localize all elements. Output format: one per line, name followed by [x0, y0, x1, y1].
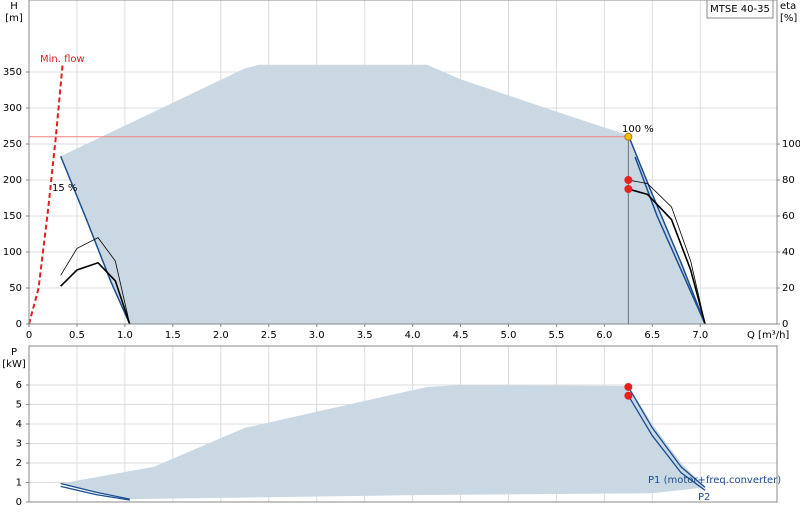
annotation: 100 %: [622, 124, 654, 135]
y2-axis-unit: [%]: [780, 13, 797, 24]
y-tick-label: 1: [16, 478, 22, 489]
x-tick-label: 1.0: [117, 330, 133, 341]
curve: [60, 237, 131, 325]
x-tick-label: 7.0: [692, 330, 708, 341]
curve: [627, 386, 706, 488]
curve: [59, 155, 131, 325]
curve: [60, 485, 130, 501]
annotation: Min. flow: [40, 54, 85, 65]
x-tick-label: 1.5: [165, 330, 181, 341]
y-tick-label: 6: [16, 380, 22, 391]
y2-axis-label: eta: [780, 1, 796, 12]
operating-point: [624, 185, 633, 193]
y-tick-label: 300: [3, 103, 22, 114]
annotation: P2: [698, 492, 710, 503]
y-axis-label: H: [10, 1, 18, 12]
y-tick-label: 50: [9, 283, 22, 294]
x-tick-label: 5.0: [501, 330, 517, 341]
y-tick-label: 0: [16, 497, 22, 508]
x-tick-label: 4.0: [405, 330, 421, 341]
plot-frame: [28, 0, 778, 325]
curve: [28, 64, 64, 325]
y-tick-label: 350: [3, 67, 22, 78]
x-tick-label: 2.0: [213, 330, 229, 341]
curve: [60, 482, 130, 500]
operating-point: [624, 176, 633, 184]
x-tick-label: 4.5: [453, 330, 469, 341]
y2-tick-label: 40: [782, 247, 795, 258]
y-tick-label: 5: [16, 400, 22, 411]
product-box: [706, 0, 774, 19]
y-tick-label: 100: [3, 247, 22, 258]
x-tick-label: 2.5: [261, 330, 277, 341]
operating-point: [624, 391, 633, 400]
y2-tick-label: 80: [782, 175, 795, 186]
y2-tick-label: 20: [782, 283, 795, 294]
curve: [628, 188, 706, 325]
annotation: 15 %: [52, 183, 77, 194]
y-axis-label: P: [11, 347, 17, 358]
y2-tick-label: 60: [782, 211, 795, 222]
y2-tick-label: 0: [782, 319, 788, 330]
x-tick-label: 6.5: [644, 330, 660, 341]
y-tick-label: 200: [3, 175, 22, 186]
x-tick-label: 3.0: [309, 330, 325, 341]
operating-point: [624, 132, 633, 141]
operating-point: [624, 382, 633, 391]
curve: [628, 179, 706, 325]
y-tick-label: 150: [3, 211, 22, 222]
x-tick-label: 0.5: [69, 330, 85, 341]
x-tick-label: 5.5: [548, 330, 564, 341]
product-name: MTSE 40-35: [710, 4, 770, 15]
curve: [634, 156, 706, 325]
y-axis-unit: [m]: [5, 13, 23, 24]
operating-range: [60, 385, 706, 500]
x-tick-label: 6.0: [596, 330, 612, 341]
annotation: P1 (motor+freq.converter): [648, 475, 781, 486]
curve: [627, 395, 706, 491]
y-tick-label: 0: [16, 319, 22, 330]
x-tick-label: 0: [26, 330, 32, 341]
x-tick-label: 3.5: [357, 330, 373, 341]
y-tick-label: 2: [16, 458, 22, 469]
curve: [627, 135, 706, 325]
x-axis-label: Q [m³/h]: [747, 330, 789, 341]
y2-tick-label: 100: [782, 139, 800, 150]
y-axis-unit: [kW]: [2, 359, 26, 370]
operating-range: [60, 64, 706, 325]
y-tick-label: 4: [16, 419, 22, 430]
y-tick-label: 250: [3, 139, 22, 150]
curve: [60, 261, 131, 325]
y-tick-label: 3: [16, 439, 22, 450]
